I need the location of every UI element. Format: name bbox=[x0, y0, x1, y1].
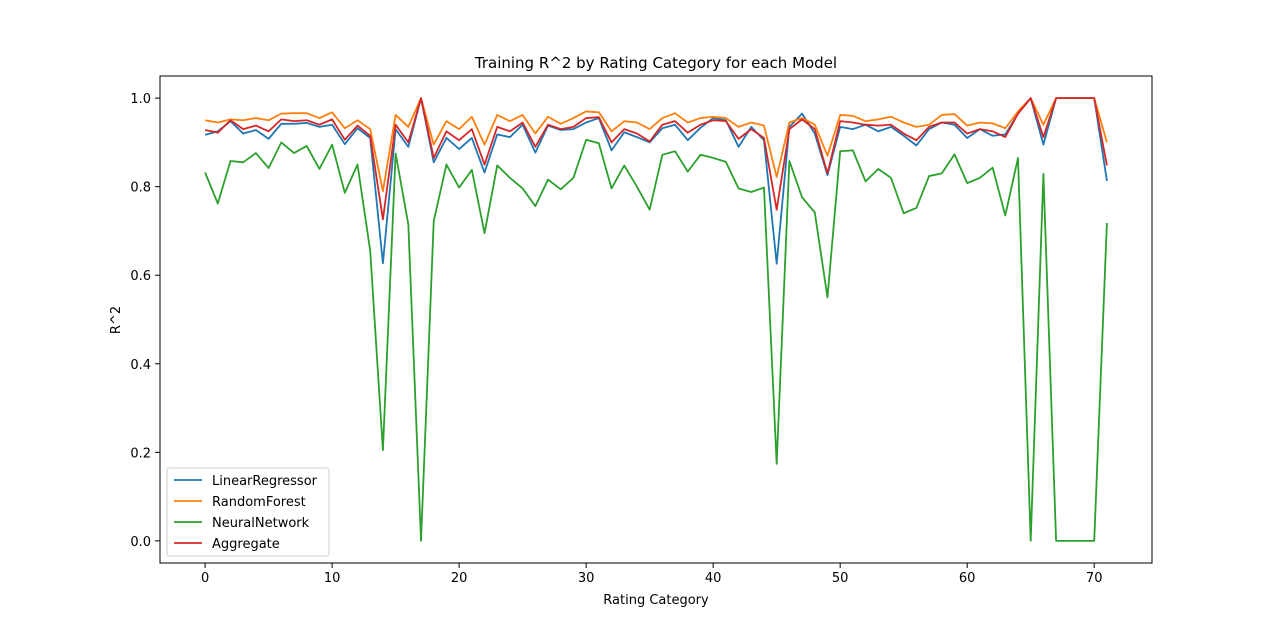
x-axis: 0 10 20 30 40 50 60 70 bbox=[201, 563, 1103, 586]
y-tick-label: 0.2 bbox=[130, 446, 151, 461]
x-tick-label: 20 bbox=[451, 571, 468, 586]
x-tick-label: 30 bbox=[578, 571, 595, 586]
chart-title: Training R^2 by Rating Category for each… bbox=[474, 54, 837, 72]
y-tick-label: 0.0 bbox=[130, 535, 151, 550]
legend-label-randomforest: RandomForest bbox=[212, 495, 306, 510]
x-tick-label: 0 bbox=[201, 571, 209, 586]
y-tick-label: 0.4 bbox=[130, 358, 151, 373]
x-tick-label: 70 bbox=[1086, 571, 1103, 586]
x-tick-label: 10 bbox=[324, 571, 341, 586]
legend-label-neuralnetwork: NeuralNetwork bbox=[212, 516, 310, 531]
legend-box bbox=[166, 467, 330, 557]
series-line-neuralnetwork bbox=[204, 138, 1108, 542]
x-tick-label: 50 bbox=[832, 571, 849, 586]
plot-frame bbox=[159, 75, 1153, 564]
y-tick-label: 0.6 bbox=[130, 269, 151, 284]
series-line-linearregressor bbox=[204, 97, 1108, 265]
x-tick-label: 40 bbox=[705, 571, 722, 586]
y-tick-label: 0.8 bbox=[130, 181, 151, 196]
legend: LinearRegressor RandomForest NeuralNetwork… bbox=[166, 467, 330, 557]
legend-label-aggregate: Aggregate bbox=[212, 537, 280, 552]
plot-lines bbox=[204, 97, 1108, 542]
x-tick-label: 60 bbox=[959, 571, 976, 586]
y-tick-label: 1.0 bbox=[130, 92, 151, 107]
legend-label-linearregressor: LinearRegressor bbox=[212, 474, 318, 489]
y-axis: 0.0 0.2 0.4 0.6 0.8 1.0 bbox=[130, 92, 160, 550]
y-axis-title: R^2 bbox=[109, 306, 124, 334]
x-axis-title: Rating Category bbox=[603, 593, 709, 608]
series-line-aggregate bbox=[204, 97, 1108, 221]
series-line-randomforest bbox=[204, 97, 1108, 193]
